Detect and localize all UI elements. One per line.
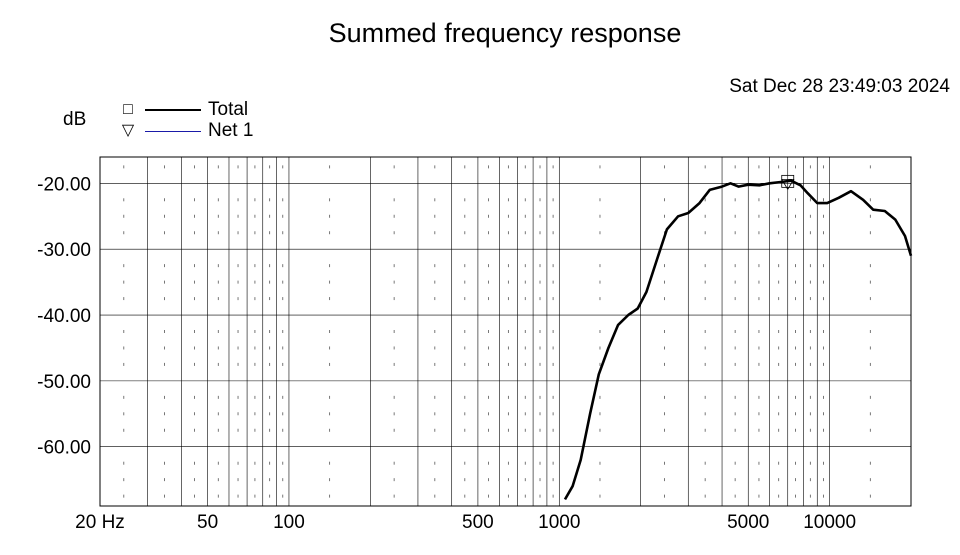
triangle-marker-icon: ▽ [121,122,135,139]
x-tick-label: 5000 [727,512,769,533]
timestamp: Sat Dec 28 23:49:03 2024 [729,76,950,97]
legend-entry-net1: ▽ Net 1 [121,120,254,141]
square-marker-icon: □ [123,101,133,118]
series-line-net-1 [564,180,912,500]
x-tick-label: 10000 [803,512,856,533]
x-tick-label: 20 Hz [75,512,125,533]
plot-frame [99,156,912,507]
square-marker [781,174,795,188]
x-tick-label: 100 [273,512,305,533]
y-tick-label: -60.00 [37,438,91,459]
legend-line-total [145,109,201,111]
y-tick-label: -20.00 [37,174,91,195]
series-line-total [563,179,913,501]
x-tick-label: 1000 [538,512,580,533]
legend-label-total: Total [208,99,249,120]
y-tick-label: -40.00 [37,306,91,327]
y-axis-label: dB [63,109,87,130]
x-tick-label: 500 [462,512,494,533]
legend-entry-total: □ Total [121,99,249,120]
legend-line-net1 [145,130,201,132]
triangle-marker [781,178,795,191]
x-tick-label: 50 [197,512,218,533]
chart-title: Summed frequency response [328,18,682,48]
y-tick-label: -30.00 [37,240,91,261]
y-tick-label: -50.00 [37,372,91,393]
legend-label-net1: Net 1 [208,120,254,141]
